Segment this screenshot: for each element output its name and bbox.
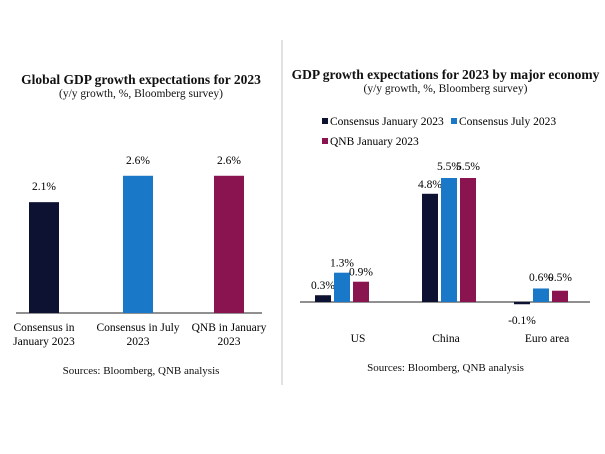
bar-us <box>334 272 350 302</box>
x-tick-label: China <box>432 333 459 345</box>
economy-gdp-plot: Consensus January 2023 Consensus July 202… <box>300 116 590 345</box>
bar-us <box>315 295 331 302</box>
chart-title: GDP growth expectations for 2023 by majo… <box>291 67 600 82</box>
legend-swatch <box>322 138 328 144</box>
chart-subtitle: (y/y growth, %, Bloomberg survey) <box>363 83 528 95</box>
bar-euro-area <box>533 288 549 302</box>
bar-3 <box>214 175 244 313</box>
x-tick-label: 2023 <box>218 336 241 348</box>
data-label: 0.5% <box>548 272 572 284</box>
legend-swatch <box>451 118 457 124</box>
bar-china <box>441 178 457 302</box>
bar-china <box>422 193 438 302</box>
data-label: 2.6% <box>217 155 241 167</box>
x-tick-label: Euro area <box>525 333 569 345</box>
x-tick-label: 2023 <box>127 336 150 348</box>
bar-2 <box>123 175 153 313</box>
economy-gdp-chart: GDP growth expectations for 2023 by majo… <box>286 0 605 454</box>
chart-source: Sources: Bloomberg, QNB analysis <box>62 365 220 377</box>
data-label: 0.9% <box>349 267 373 279</box>
bar-euro-area <box>552 290 568 302</box>
legend-label: Consensus January 2023 <box>330 116 444 128</box>
x-tick-label: US <box>351 333 366 345</box>
data-label: 2.6% <box>126 155 150 167</box>
x-tick-label: January 2023 <box>13 336 75 348</box>
data-label: 0.3% <box>311 280 335 292</box>
x-tick-label: Consensus in <box>13 322 74 334</box>
data-label: 5.5% <box>437 161 461 173</box>
chart-subtitle: (y/y growth, %, Bloomberg survey) <box>59 88 223 100</box>
data-label: 2.1% <box>32 181 56 193</box>
bar-us <box>353 281 369 302</box>
data-label: 0.6% <box>529 272 553 284</box>
x-tick-label: QNB in January <box>192 322 267 334</box>
data-label: 1.3% <box>330 258 354 270</box>
global-gdp-chart: Global GDP growth expectations for 2023 … <box>0 0 282 454</box>
x-tick-label: Consensus in July <box>96 322 179 334</box>
legend-label: Consensus July 2023 <box>459 116 556 128</box>
chart-source: Sources: Bloomberg, QNB analysis <box>367 362 524 374</box>
bar-china <box>460 178 476 302</box>
bar-euro-area <box>514 302 530 305</box>
data-label: 5.5% <box>456 161 480 173</box>
data-label: -0.1% <box>508 315 536 327</box>
legend-swatch <box>322 118 328 124</box>
legend-label: QNB January 2023 <box>330 136 419 148</box>
global-gdp-plot: 2.1% Consensus in January 2023 2.6% Consensu… <box>13 155 267 348</box>
panel-divider <box>281 40 283 385</box>
data-label: 4.8% <box>418 179 442 191</box>
chart-title: Global GDP growth expectations for 2023 <box>21 72 261 87</box>
bar-1 <box>29 202 59 313</box>
